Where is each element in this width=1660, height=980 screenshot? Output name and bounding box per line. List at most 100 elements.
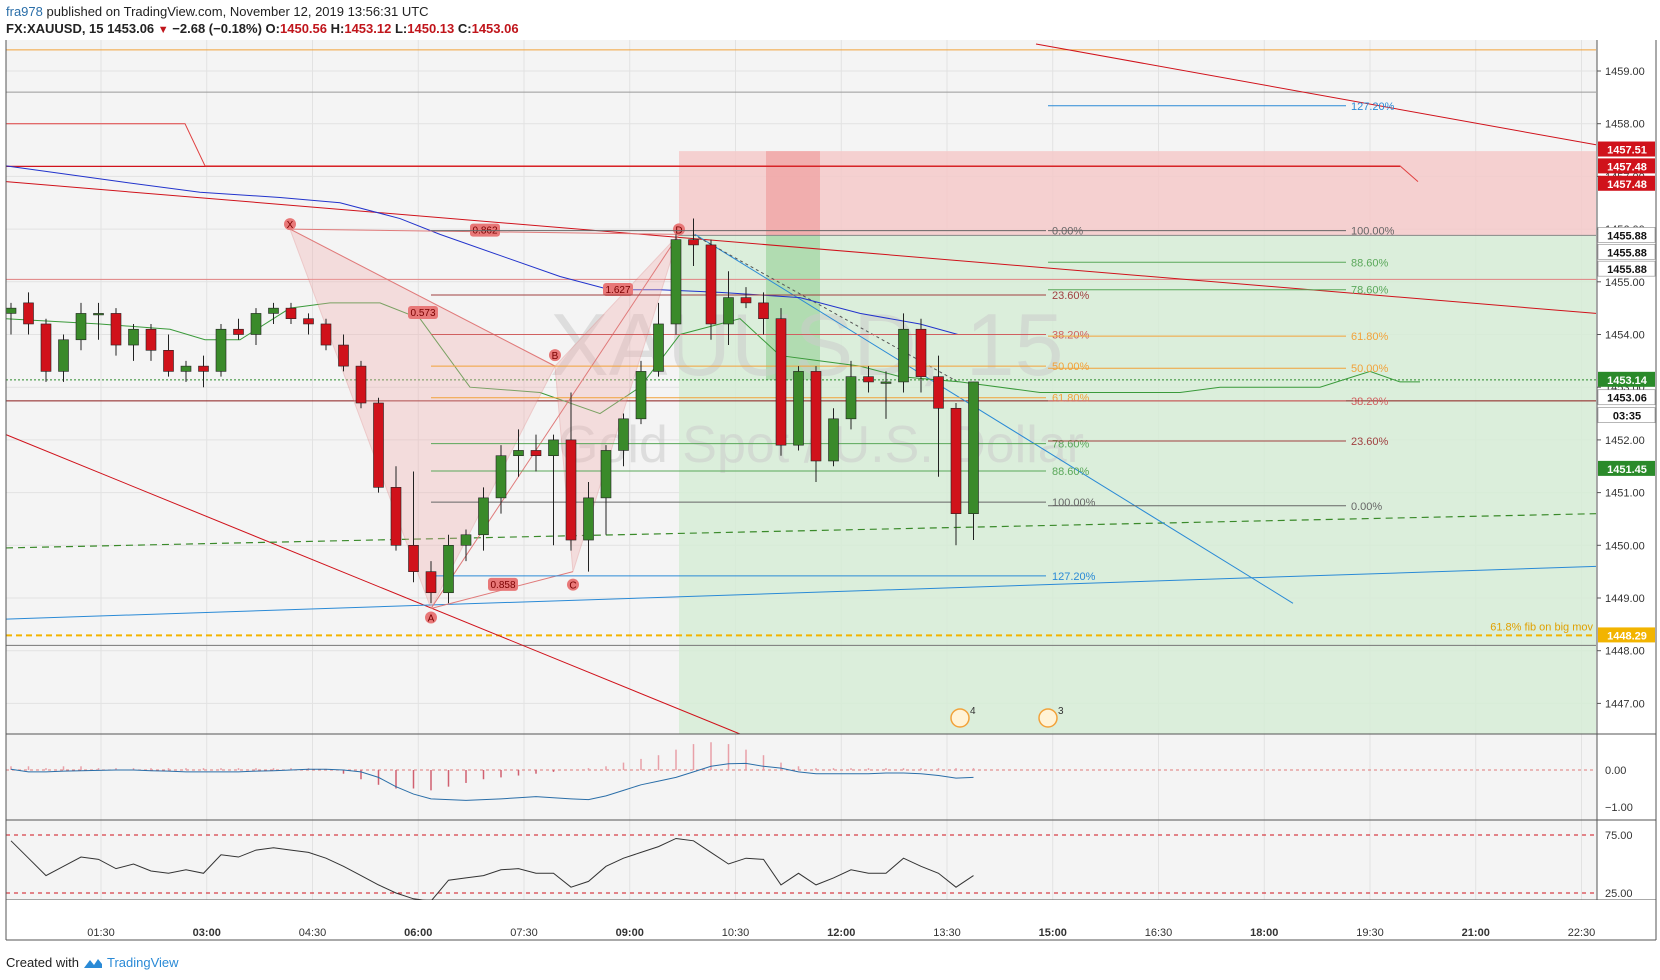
candle-body: [128, 328, 139, 346]
pattern-point-label: C: [569, 581, 576, 592]
down-triangle-icon: ▼: [157, 24, 169, 36]
candle-body: [513, 450, 524, 457]
candle-body: [618, 418, 629, 451]
time-tick-label: 18:00: [1250, 927, 1278, 939]
pattern-point-marker: [549, 349, 561, 362]
fib-left-label: 50.00%: [1052, 361, 1090, 373]
candle-body: [495, 455, 507, 499]
fib-right-label: 100.00%: [1351, 226, 1395, 238]
price-badge-label: 03:35: [1613, 411, 1641, 423]
candle-body: [968, 381, 979, 514]
osc1-line: [10, 762, 974, 801]
price-tick-label: 1450.00: [1605, 540, 1645, 552]
candle-body: [670, 239, 682, 325]
time-tick-label: 21:00: [1462, 927, 1490, 939]
high-value: 1453.12: [344, 21, 392, 36]
pattern-ad: [430, 234, 680, 609]
price-tick-label: 1455.00: [1605, 277, 1645, 289]
candle-body: [653, 323, 664, 372]
fib-right-label: 23.60%: [1351, 436, 1389, 448]
symbol-name: FX:XAUUSD, 15: [6, 21, 104, 36]
fib-left-label: 127.20%: [1052, 571, 1096, 583]
candle-body: [110, 313, 122, 346]
fib-right-label: 0.00%: [1351, 501, 1382, 513]
low-label: L:: [394, 21, 408, 36]
fib-annotation: 61.8% fib on big mov: [1490, 621, 1593, 633]
osc2-tick-label: 75.00: [1605, 830, 1633, 842]
candle-body: [740, 297, 752, 304]
candle-body: [793, 371, 804, 446]
tradingview-logo-icon: [83, 958, 102, 968]
candle-body: [898, 328, 909, 383]
time-tick-label: 04:30: [299, 927, 327, 939]
pattern-point-label: B: [552, 351, 559, 362]
candle-body: [478, 497, 489, 536]
price-badge: [1598, 371, 1655, 387]
close-value: 1453.06: [471, 21, 519, 36]
price-badge: [1598, 460, 1655, 476]
candle-body: [705, 244, 717, 325]
price-badge-label: 1455.88: [1607, 264, 1647, 276]
candle-body: [530, 450, 542, 457]
candle-body: [40, 323, 52, 372]
osc2-tick-label: 25.00: [1605, 888, 1633, 900]
publish-info: fra978 published on TradingView.com, Nov…: [6, 4, 429, 20]
pattern-point-label: A: [428, 614, 435, 625]
descending-trendline-low: [5, 434, 741, 735]
open-value: 1450.56: [280, 21, 327, 36]
candle-body: [75, 313, 87, 341]
candle-body: [338, 344, 349, 367]
economic-event-icon: [950, 708, 970, 728]
candle-body: [163, 350, 174, 372]
take-profit-zone-dark: [766, 235, 820, 380]
price-badge-label: 1455.88: [1607, 230, 1647, 242]
candle-body: [950, 407, 962, 514]
descending-trendline-top: [1035, 43, 1597, 146]
price-badge: [1598, 141, 1655, 157]
pattern-ratio-badge: [488, 577, 518, 591]
pattern-bcd: [554, 234, 680, 572]
candle-body: [390, 487, 402, 546]
pattern-ratio-label: 1.627: [605, 285, 630, 296]
time-tick-label: 06:00: [404, 927, 432, 939]
fib-left-label: 0.00%: [1052, 226, 1083, 238]
fib-right-label: 78.60%: [1351, 285, 1389, 297]
price-tick-label: 1448.00: [1605, 646, 1645, 658]
time-tick-label: 22:30: [1568, 927, 1596, 939]
osc1-tick-label: 0.00: [1605, 765, 1626, 777]
price-tick-label: 1454.00: [1605, 330, 1645, 342]
osc1-tick-label: −1.00: [1605, 802, 1633, 814]
price-badge-label: 1457.51: [1607, 145, 1647, 157]
tradingview-brand[interactable]: TradingView: [106, 955, 179, 970]
price-tick-label: 1449.00: [1605, 593, 1645, 605]
candle-body: [233, 328, 244, 335]
price-badge: [1598, 627, 1655, 643]
candle-body: [583, 497, 594, 541]
time-tick-label: 12:00: [827, 927, 855, 939]
candle-body: [460, 534, 472, 546]
price-badge-label: 1457.48: [1607, 161, 1647, 173]
candle-body: [635, 371, 647, 420]
watermark-symbol: XAUUSD, 15: [550, 295, 1064, 394]
price-badge: [1597, 227, 1656, 243]
candle-body: [600, 450, 612, 499]
candle-body: [215, 328, 227, 372]
candle-body: [285, 307, 297, 319]
time-tick-label: 16:30: [1145, 927, 1173, 939]
price-badge: [1597, 407, 1656, 423]
price-badge: [1598, 175, 1655, 191]
time-tick-label: 19:30: [1356, 927, 1384, 939]
pattern-ratio-badge: [408, 305, 438, 319]
candle-body: [775, 318, 787, 446]
stop-loss-zone: [679, 151, 1596, 236]
author-link[interactable]: fra978: [6, 4, 43, 19]
fib-left-label: 88.60%: [1052, 466, 1090, 478]
price-tick-label: 1458.00: [1605, 119, 1645, 131]
economic-event-count: 4: [970, 706, 976, 717]
pattern-ratio-label: 0.858: [490, 580, 515, 591]
dashed-projection-line: [692, 233, 959, 383]
fib-right-label: 127.20%: [1351, 101, 1395, 113]
price-badge-label: 1448.29: [1607, 630, 1647, 642]
candle-body: [58, 339, 69, 372]
